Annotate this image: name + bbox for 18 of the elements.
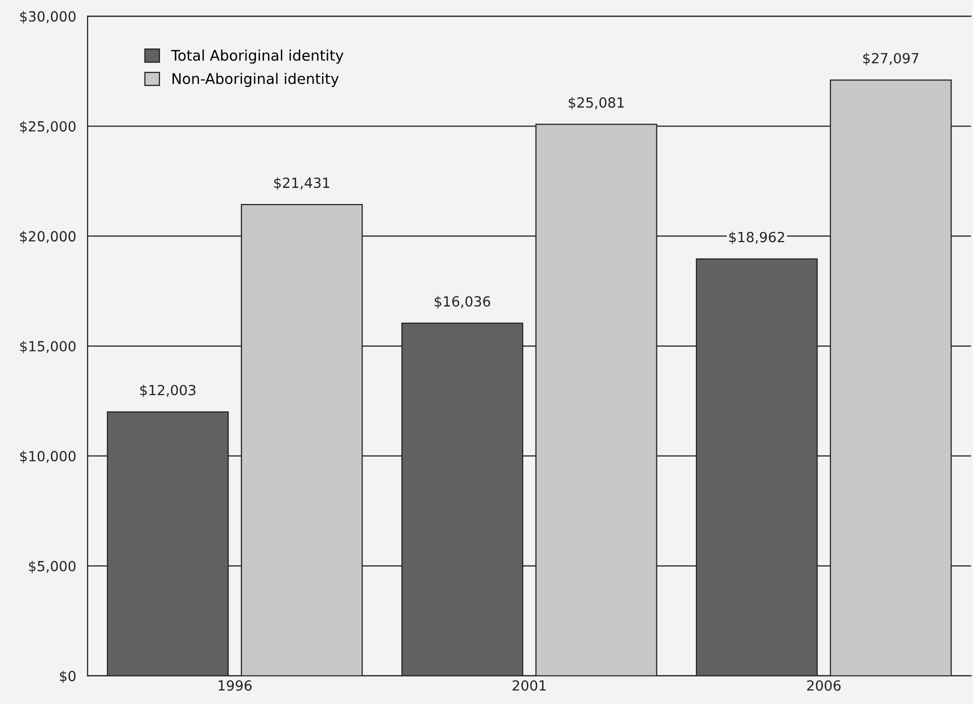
y-tick-label: $5,000 (29, 560, 76, 574)
legend-label: Non-Aboriginal identity (172, 72, 339, 87)
y-tick-label: $15,000 (20, 340, 76, 354)
y-tick-label: $25,000 (20, 120, 76, 134)
data-label: $12,003 (140, 384, 196, 398)
x-tick-label: 2001 (512, 680, 546, 691)
legend-label: Total Aboriginal identity (171, 50, 344, 64)
data-label: $18,962 (729, 232, 784, 244)
y-tick-label: $0 (60, 670, 76, 684)
x-tick-label: 1996 (218, 680, 252, 691)
data-label: $21,431 (274, 177, 330, 190)
y-tick-label: $30,000 (20, 10, 76, 24)
y-tick-label: $20,000 (20, 230, 76, 244)
data-label: $27,097 (863, 52, 918, 66)
x-tick-label: 2006 (807, 680, 841, 691)
data-label: $25,081 (568, 97, 624, 110)
y-tick-label: $10,000 (20, 450, 76, 464)
data-label: $16,036 (434, 296, 490, 308)
